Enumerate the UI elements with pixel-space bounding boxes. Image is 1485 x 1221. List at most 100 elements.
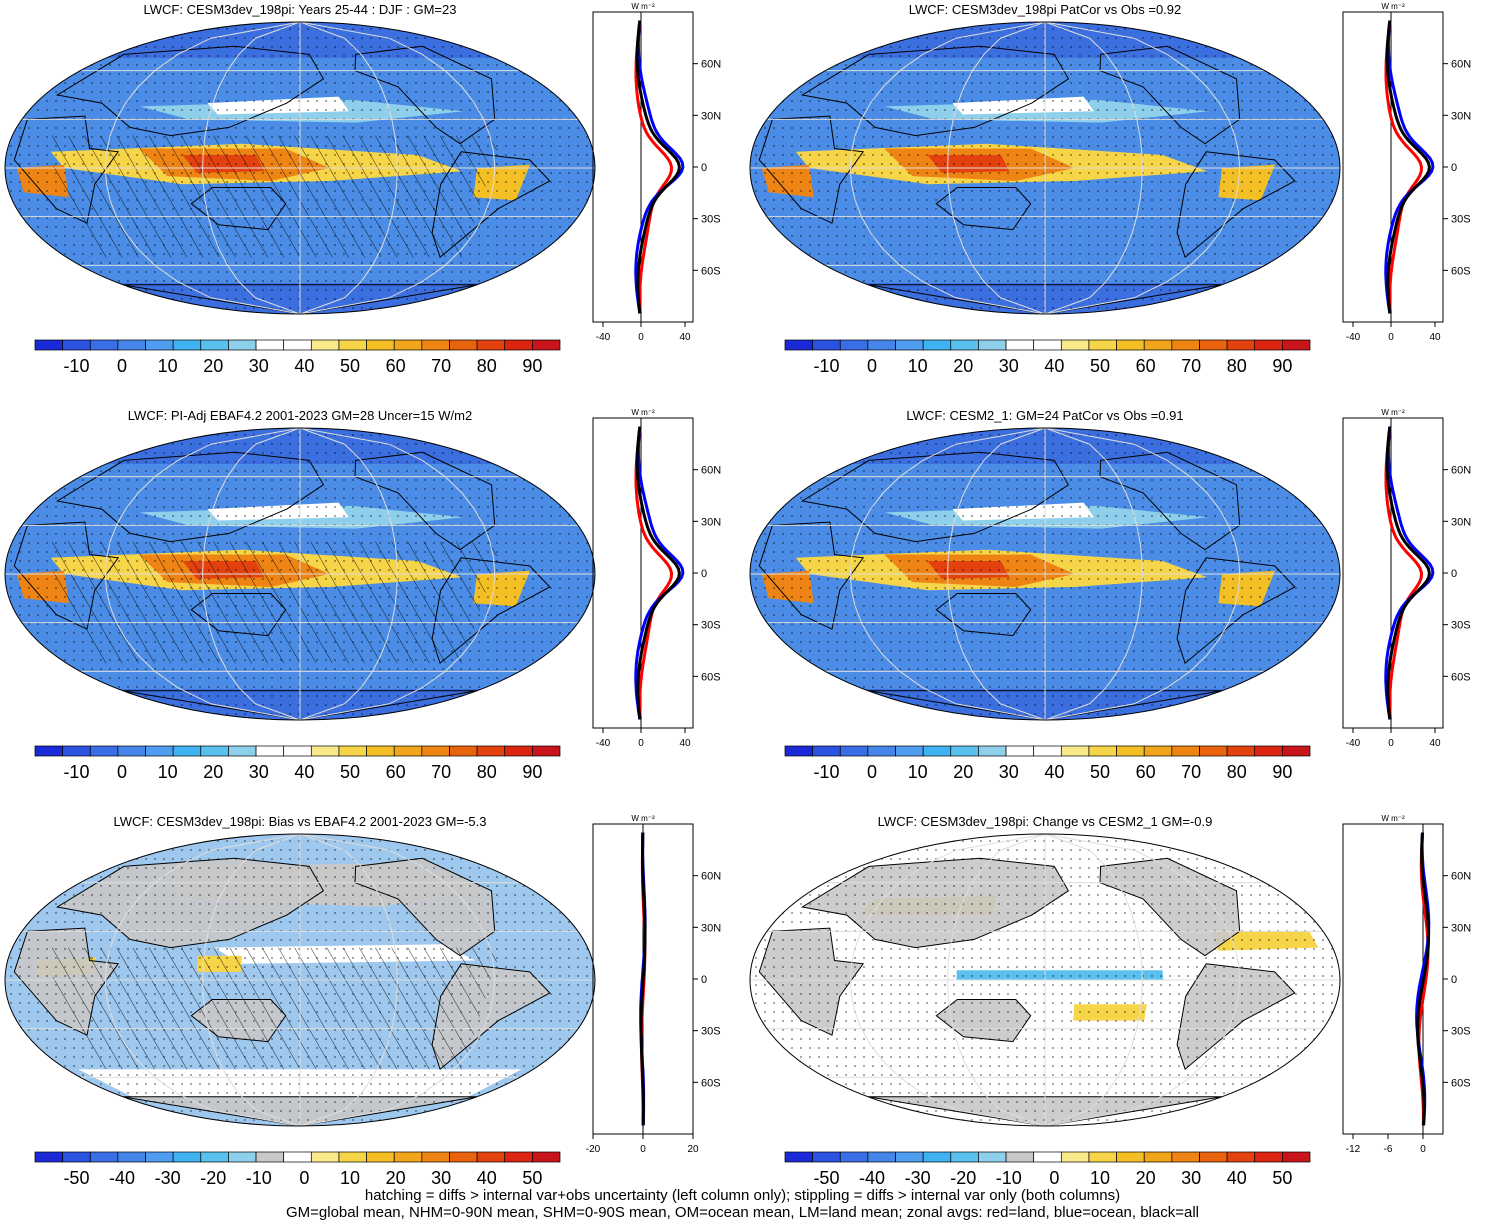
longitude-line bbox=[947, 834, 1046, 1126]
colorbar-swatch bbox=[895, 339, 924, 351]
zonal-lat-label: 60N bbox=[1451, 871, 1471, 883]
colorbar-label: 0 bbox=[117, 356, 127, 376]
colorbar-label: 20 bbox=[386, 1168, 406, 1188]
colorbar-swatch bbox=[1171, 339, 1200, 351]
colorbar-swatch bbox=[310, 339, 340, 351]
zonal-lat-label: 30N bbox=[701, 110, 721, 122]
zonal-lat-label: 30N bbox=[701, 922, 721, 934]
zonal-units-label: W m⁻² bbox=[631, 408, 655, 417]
zonal-lat-label: 0 bbox=[1451, 162, 1457, 174]
colorbar-swatch bbox=[1199, 1151, 1228, 1163]
zonal-lat-label: 30S bbox=[701, 620, 721, 632]
land-average-line bbox=[634, 20, 674, 314]
colorbar-swatch bbox=[283, 1151, 312, 1163]
map-border bbox=[4, 21, 596, 315]
colorbar-label: 10 bbox=[340, 1168, 360, 1188]
colorbar-swatch bbox=[1282, 745, 1311, 757]
colorbar-swatch bbox=[255, 745, 285, 757]
colorbar-swatch bbox=[228, 339, 257, 351]
colorbar-swatch bbox=[338, 339, 367, 351]
colorbar-swatch bbox=[421, 1151, 450, 1163]
zonal-x-tick-label: 40 bbox=[679, 332, 691, 343]
zonal-average-plot-3: W m⁻² -40 0 40 60N 30N 0 30S 60S bbox=[592, 408, 721, 749]
colorbar-label: 30 bbox=[249, 356, 269, 376]
zonal-x-tick-label: 0 bbox=[638, 738, 644, 749]
colorbar-swatch bbox=[200, 1151, 229, 1163]
colorbar-label: 50 bbox=[1272, 1168, 1292, 1188]
zonal-average-plot-2: W m⁻² -40 0 40 60N 30N 0 30S 60S bbox=[1342, 2, 1471, 343]
colorbar-2: -10 0 10 20 30 40 50 60 70 80 90 bbox=[784, 339, 1311, 376]
colorbar-swatch bbox=[1060, 1151, 1090, 1163]
colorbar-swatch bbox=[338, 745, 367, 757]
colorbar-label: 10 bbox=[908, 356, 928, 376]
map-panel-6 bbox=[749, 833, 1341, 1127]
colorbar-label: 90 bbox=[522, 762, 542, 782]
zonal-lat-label: 60S bbox=[1451, 1077, 1471, 1089]
colorbar-swatch bbox=[978, 745, 1007, 757]
colorbar-swatch bbox=[978, 339, 1007, 351]
colorbar-label: 60 bbox=[386, 762, 406, 782]
colorbar-swatch bbox=[812, 339, 841, 351]
colorbar-swatch bbox=[1116, 745, 1145, 757]
colorbar-swatch bbox=[504, 339, 533, 351]
colorbar-label: 60 bbox=[1136, 356, 1156, 376]
colorbar-5: -50 -40 -30 -20 -10 0 10 20 30 40 50 bbox=[34, 1151, 561, 1188]
colorbar-label: 0 bbox=[299, 1168, 309, 1188]
zonal-units-label: W m⁻² bbox=[631, 814, 655, 823]
longitude-line bbox=[1044, 428, 1143, 720]
colorbar-label: -10 bbox=[63, 356, 89, 376]
colorbar-swatch bbox=[1005, 339, 1035, 351]
colorbar-label: 20 bbox=[203, 762, 223, 782]
colorbar-swatch bbox=[1143, 1151, 1173, 1163]
colorbar-label: 20 bbox=[953, 762, 973, 782]
colorbar-swatch bbox=[393, 1151, 423, 1163]
colorbar-3: -10 0 10 20 30 40 50 60 70 80 90 bbox=[34, 745, 561, 782]
colorbar-label: -30 bbox=[155, 1168, 181, 1188]
colorbar-label: 40 bbox=[1227, 1168, 1247, 1188]
colorbar-swatch bbox=[310, 745, 340, 757]
map-border bbox=[749, 833, 1341, 1127]
colorbar-label: 50 bbox=[340, 356, 360, 376]
zonal-lat-label: 60N bbox=[701, 59, 721, 71]
map-field bbox=[5, 428, 595, 720]
colorbar-label: -20 bbox=[950, 1168, 976, 1188]
colorbar-label: 20 bbox=[1136, 1168, 1156, 1188]
colorbar-4: -10 0 10 20 30 40 50 60 70 80 90 bbox=[784, 745, 1311, 782]
longitude-line bbox=[299, 428, 398, 720]
all-average-line bbox=[1385, 20, 1431, 314]
map-border bbox=[749, 427, 1341, 721]
zonal-lat-label: 60S bbox=[1451, 671, 1471, 683]
zonal-x-tick-label: -40 bbox=[596, 332, 611, 343]
colorbar-swatch bbox=[476, 339, 506, 351]
panel-title-6: LWCF: CESM3dev_198pi: Change vs CESM2_1 … bbox=[877, 814, 1213, 829]
colorbar-swatch bbox=[200, 339, 229, 351]
colorbar-swatch bbox=[255, 339, 285, 351]
colorbar-swatch bbox=[1088, 1151, 1117, 1163]
colorbar-label: 70 bbox=[431, 356, 451, 376]
zonal-units-label: W m⁻² bbox=[1381, 814, 1405, 823]
colorbar-label: -10 bbox=[996, 1168, 1022, 1188]
zonal-x-tick-label: -40 bbox=[1346, 332, 1361, 343]
zonal-lat-label: 60S bbox=[701, 1077, 721, 1089]
colorbar-label: -40 bbox=[859, 1168, 885, 1188]
zonal-x-tick-label: 0 bbox=[1420, 1144, 1426, 1155]
zonal-x-tick-label: 40 bbox=[679, 738, 691, 749]
colorbar-swatch bbox=[532, 745, 561, 757]
colorbar-swatch bbox=[1171, 1151, 1200, 1163]
colorbar-swatch bbox=[172, 1151, 202, 1163]
colorbar-swatch bbox=[393, 339, 423, 351]
colorbar-swatch bbox=[1226, 745, 1256, 757]
zonal-lat-label: 0 bbox=[1451, 568, 1457, 580]
colorbar-label: -40 bbox=[109, 1168, 135, 1188]
colorbar-swatch bbox=[504, 1151, 533, 1163]
colorbar-1: -10 0 10 20 30 40 50 60 70 80 90 bbox=[34, 339, 561, 376]
zonal-lat-label: 60S bbox=[1451, 265, 1471, 277]
colorbar-swatch bbox=[366, 339, 395, 351]
longitude-line bbox=[1044, 22, 1241, 314]
colorbar-label: 80 bbox=[477, 762, 497, 782]
colorbar-swatch bbox=[1143, 339, 1173, 351]
panel-title-5: LWCF: CESM3dev_198pi: Bias vs EBAF4.2 20… bbox=[113, 814, 487, 829]
longitude-line bbox=[202, 428, 301, 720]
colorbar-swatch bbox=[117, 339, 146, 351]
colorbar-swatch bbox=[867, 339, 896, 351]
